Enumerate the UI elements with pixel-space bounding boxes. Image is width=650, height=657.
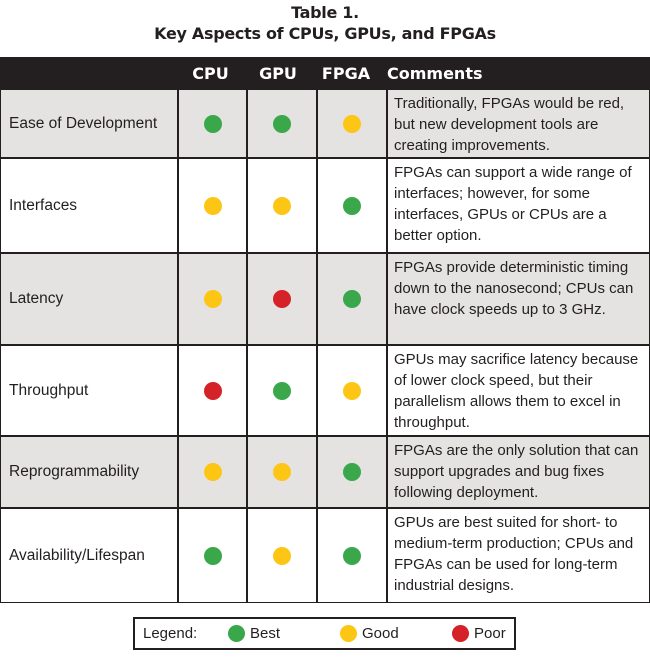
rating-dot-icon (203, 381, 222, 400)
aspect-label: Latency (1, 254, 177, 344)
header-gpu: GPU (259, 63, 297, 83)
rating-dot-icon (203, 290, 222, 308)
rating-dot-icon (203, 463, 222, 481)
table-row: Availability/Lifespan GPUs are best suit… (1, 509, 649, 602)
rating-dot-icon (273, 546, 291, 565)
good-dot-icon (340, 625, 357, 642)
rating-dot-icon (343, 114, 361, 133)
rating-dot-icon (343, 381, 361, 400)
rating-dot-icon (273, 114, 291, 133)
aspect-label: Interfaces (1, 159, 177, 252)
table-header-row: CPU GPU FPGA Comments (1, 58, 649, 88)
legend: Legend: Best Good Poor (133, 617, 516, 650)
comment-text: FPGAs provide deterministic timing down … (388, 254, 649, 344)
aspect-label: Ease of Development (1, 90, 177, 157)
legend-item-poor: Poor (452, 625, 506, 642)
rating-dot-icon (273, 381, 291, 400)
aspect-label: Throughput (1, 346, 177, 435)
rating-dot-icon (343, 196, 361, 215)
rating-dot-icon (343, 546, 361, 565)
comment-text: FPGAs are the only solution that can sup… (388, 437, 649, 507)
legend-item-label: Good (362, 625, 399, 642)
comment-text: GPUs are best suited for short- to mediu… (388, 509, 649, 602)
legend-item-label: Poor (474, 625, 506, 642)
legend-item-label: Best (250, 625, 281, 642)
header-fpga: FPGA (321, 63, 371, 83)
legend-item-best: Best (228, 625, 340, 642)
table-row: Reprogrammability FPGAs are the only sol… (1, 437, 649, 507)
table-number: Table 1. (291, 3, 359, 22)
comparison-table: CPU GPU FPGA Comments Ease of Developmen… (0, 57, 650, 603)
table-row: Interfaces FPGAs can support a wide rang… (1, 159, 649, 252)
comment-text: GPUs may sacrifice latency because of lo… (388, 346, 649, 435)
rating-dot-icon (203, 196, 222, 215)
rating-dot-icon (343, 463, 361, 481)
table-row: Ease of Development Traditionally, FPGAs… (1, 90, 649, 157)
legend-label: Legend: (143, 625, 198, 642)
best-dot-icon (228, 625, 245, 642)
legend-item-good: Good (340, 625, 452, 642)
table-row: Throughput GPUs may sacrifice latency be… (1, 346, 649, 435)
table-row: Latency FPGAs provide deterministic timi… (1, 254, 649, 344)
rating-dot-icon (343, 290, 361, 308)
poor-dot-icon (452, 625, 469, 642)
rating-dot-icon (273, 196, 291, 215)
comment-text: FPGAs can support a wide range of interf… (388, 159, 649, 252)
rating-dot-icon (203, 546, 222, 565)
rating-dot-icon (203, 114, 222, 133)
aspect-label: Availability/Lifespan (1, 509, 177, 602)
rating-dot-icon (273, 463, 291, 481)
rating-dot-icon (273, 290, 291, 308)
header-comments: Comments (387, 63, 483, 83)
comment-text: Traditionally, FPGAs would be red, but n… (388, 90, 649, 157)
header-cpu: CPU (192, 63, 229, 83)
aspect-label: Reprogrammability (1, 437, 177, 507)
header-aspect (1, 58, 177, 88)
table-title: Key Aspects of CPUs, GPUs, and FPGAs (154, 24, 496, 43)
